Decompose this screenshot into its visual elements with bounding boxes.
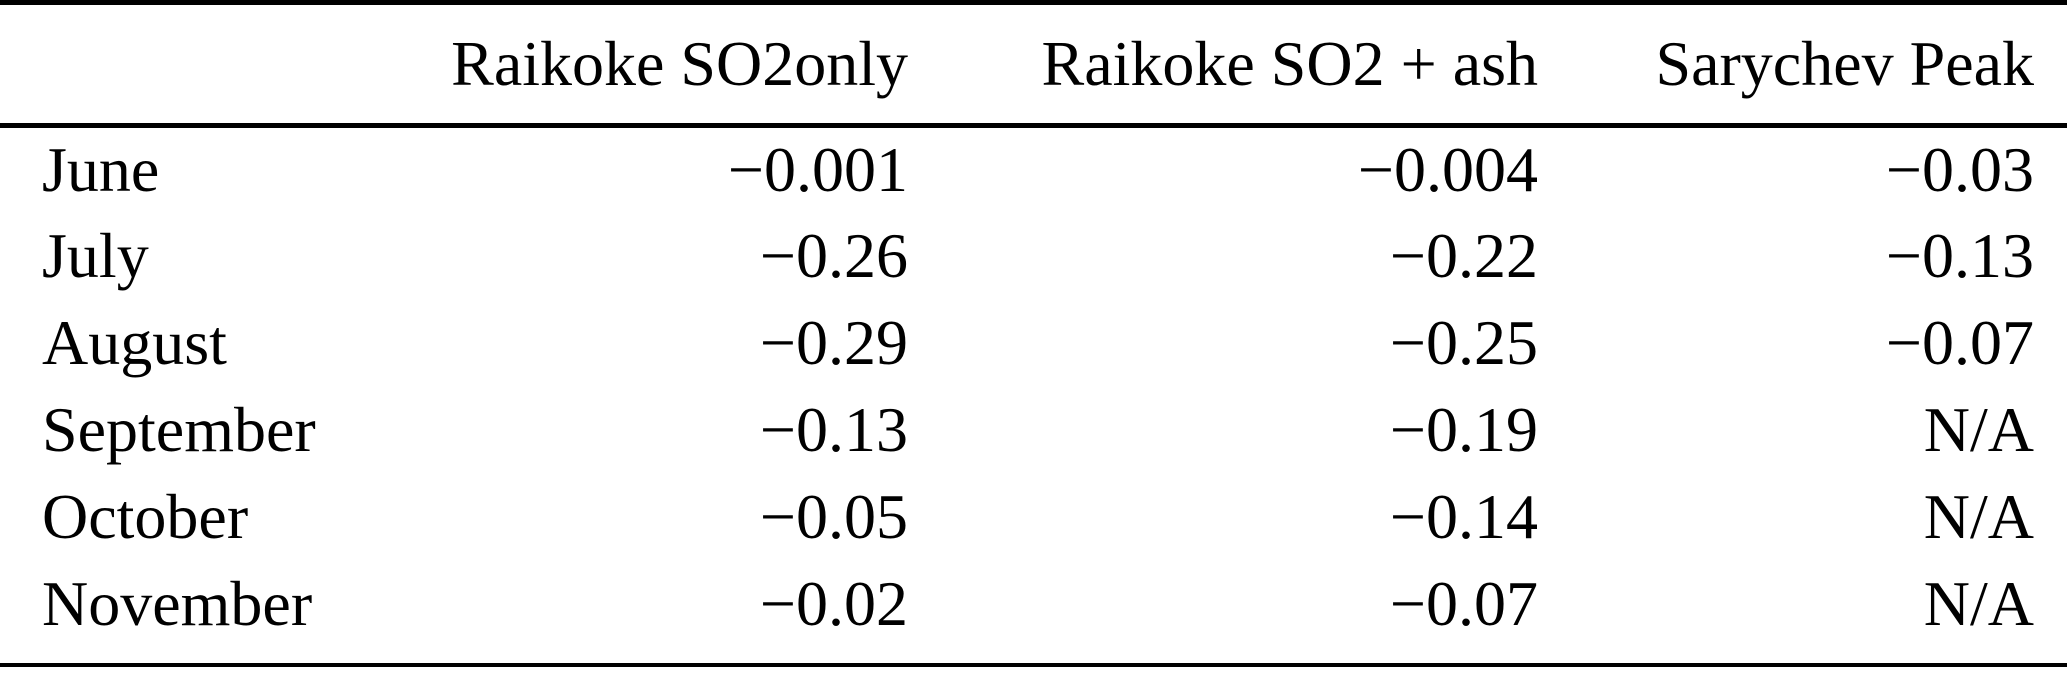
value-cell-so2ash: −0.14 <box>1389 481 1538 552</box>
spacer-row <box>0 648 2067 665</box>
table-row-september: September −0.13 −0.19 N/A <box>0 387 2067 474</box>
table-row-july: July −0.26 −0.22 −0.13 <box>0 213 2067 300</box>
table-row-november: November −0.02 −0.07 N/A <box>0 561 2067 648</box>
value-cell-so2ash: −0.25 <box>1389 307 1538 378</box>
month-label: August <box>42 307 227 378</box>
table-row-august: August −0.29 −0.25 −0.07 <box>0 300 2067 387</box>
value-cell-sarychev: N/A <box>1923 568 2034 639</box>
table-header: Raikoke SO2only Raikoke SO2 + ash Sarych… <box>0 2 2067 128</box>
value-cell-sarychev: −0.13 <box>1885 220 2034 291</box>
value-cell-sarychev: N/A <box>1923 481 2034 552</box>
value-cell-so2ash: −0.07 <box>1389 568 1538 639</box>
value-cell-sarychev: −0.07 <box>1885 307 2034 378</box>
value-cell-so2only: −0.001 <box>727 134 908 206</box>
value-cell-so2only: −0.29 <box>759 307 908 378</box>
table-row-october: October −0.05 −0.14 N/A <box>0 474 2067 561</box>
value-cell-so2only: −0.13 <box>759 394 908 465</box>
table-body: June −0.001 −0.004 −0.03 July −0.26 −0.2… <box>0 126 2067 665</box>
header-cell-raikoke-so2only: Raikoke SO2only <box>430 2 908 128</box>
header-cell-sarychev-peak: Sarychev Peak <box>1538 2 2067 128</box>
value-cell-so2only: −0.26 <box>759 220 908 291</box>
month-label: July <box>42 220 149 291</box>
month-label: November <box>42 568 313 639</box>
header-row: Raikoke SO2only Raikoke SO2 + ash Sarych… <box>0 2 2067 128</box>
value-cell-sarychev: −0.03 <box>1885 134 2034 206</box>
table-row-june: June −0.001 −0.004 −0.03 <box>0 126 2067 213</box>
header-cell-raikoke-so2-ash: Raikoke SO2 + ash <box>908 2 1538 128</box>
month-label: June <box>42 134 160 206</box>
value-cell-so2only: −0.02 <box>759 568 908 639</box>
month-label: September <box>42 394 316 465</box>
value-cell-so2ash: −0.22 <box>1389 220 1538 291</box>
value-cell-so2only: −0.05 <box>759 481 908 552</box>
header-cell-month <box>0 2 430 128</box>
value-cell-sarychev: N/A <box>1923 394 2034 465</box>
value-cell-so2ash: −0.004 <box>1357 134 1538 206</box>
month-label: October <box>42 481 249 552</box>
value-cell-so2ash: −0.19 <box>1389 394 1538 465</box>
